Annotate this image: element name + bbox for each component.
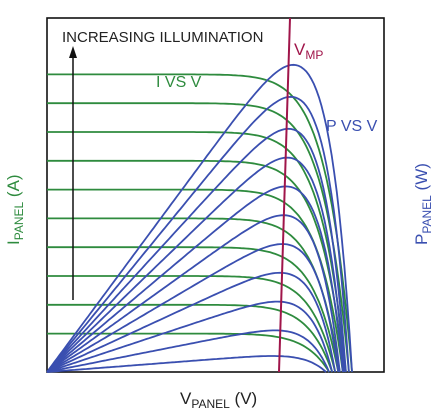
x-sub: PANEL	[191, 397, 230, 411]
iv-curve-7	[47, 275, 337, 373]
y-left-main: I	[4, 240, 23, 245]
pv-curve-2	[46, 127, 347, 373]
vmp-line	[278, 17, 291, 373]
increasing-illumination-label: INCREASING ILLUMINATION	[62, 29, 263, 46]
iv-curve-8	[47, 303, 334, 373]
pv-curve-1	[46, 95, 350, 373]
vmp-label-main: V	[294, 40, 306, 59]
plot-frame	[46, 17, 385, 373]
iv-curve-6	[47, 246, 340, 373]
pv-curve-8	[46, 300, 334, 373]
y-right-unit: (W)	[412, 163, 431, 195]
pv-curve-5	[46, 214, 341, 373]
pv-curve-6	[46, 243, 340, 373]
y-left-sub: PANEL	[12, 201, 26, 240]
iv-curve-5	[47, 217, 341, 373]
pv-curve-7	[46, 271, 337, 373]
curves-group	[46, 63, 353, 373]
x-main: V	[180, 389, 192, 408]
arrow-head-icon	[69, 46, 77, 58]
iv-curve-0	[47, 73, 353, 373]
iv-curve-1	[47, 102, 350, 373]
pv-curve-0	[46, 63, 353, 373]
pv-curve-4	[46, 185, 344, 373]
pv-curve-9	[46, 329, 330, 373]
y-left-unit: (A)	[4, 174, 23, 201]
vmp-label: VMP	[294, 40, 323, 62]
y-axis-right-label: PPANEL (W)	[412, 163, 434, 245]
pv-curve-3	[46, 156, 346, 373]
pv-series-label: P VS V	[326, 118, 378, 135]
x-axis-label: VPANEL (V)	[180, 389, 257, 411]
y-right-sub: PANEL	[420, 195, 434, 234]
vmp-label-sub: MP	[305, 48, 323, 62]
x-unit: (V)	[230, 389, 257, 408]
iv-curve-3	[47, 159, 346, 373]
iv-series-label: I VS V	[156, 74, 202, 91]
iv-curve-4	[47, 188, 344, 373]
y-right-main: P	[412, 234, 431, 245]
y-axis-left-label: IPANEL (A)	[4, 174, 26, 245]
